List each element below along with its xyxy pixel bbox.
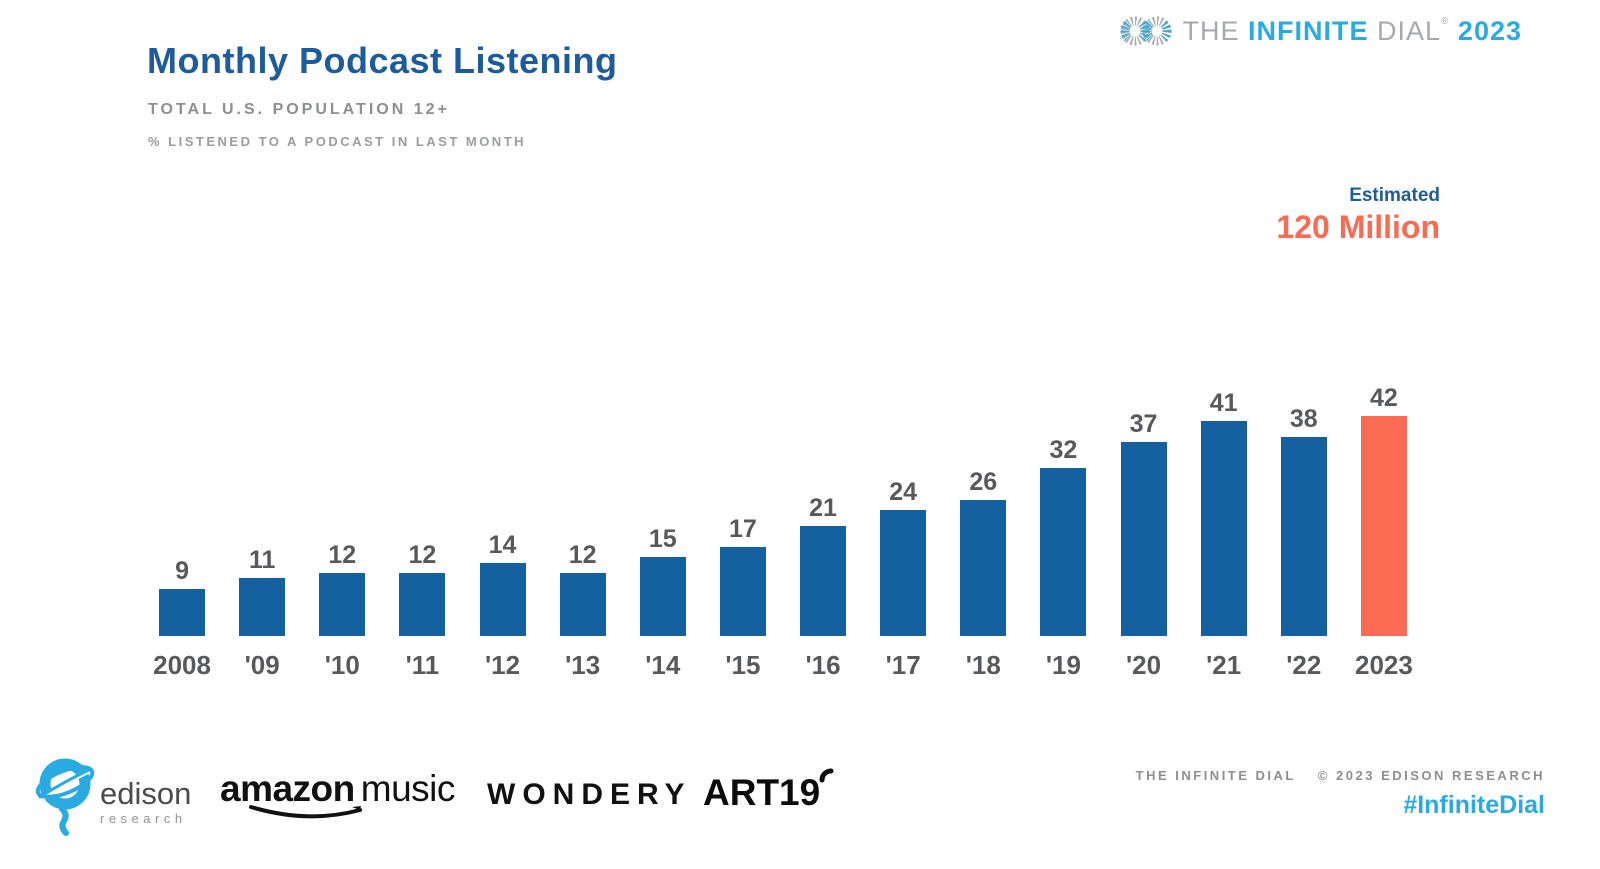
- edison-research-logo: edison research: [34, 752, 191, 838]
- x-axis-label: '19: [1045, 650, 1081, 680]
- registered-mark: ®: [1441, 15, 1450, 27]
- bar-value-label: 12: [568, 541, 597, 569]
- logo-word-infinite: INFINITE: [1247, 15, 1369, 46]
- art19-wordmark: ART19: [703, 772, 821, 813]
- bar-value-label: 15: [648, 525, 677, 553]
- estimate-label: Estimated: [1349, 185, 1440, 206]
- x-axis-label: 2008: [153, 650, 211, 680]
- bar-column: 24 '17: [863, 378, 943, 678]
- amazon-music-wordmark: amazon music: [220, 768, 455, 810]
- bar-value-label: 12: [408, 541, 437, 569]
- bar: [1120, 442, 1167, 636]
- bar-value-label: 9: [175, 557, 190, 585]
- bar-chart: 9 2008 11 '09 12 '10 12 '11 14 '12 12 '13 15 '14 17 '15…: [142, 378, 1424, 680]
- logo-word-the: THE: [1182, 15, 1240, 46]
- bar-column: 12 '10: [302, 378, 382, 678]
- amazon-word: amazon: [220, 768, 355, 809]
- art19-logo: ART19: [703, 768, 844, 814]
- page-title: Monthly Podcast Listening: [147, 40, 618, 81]
- bar: [239, 578, 286, 636]
- bar-value-label: 41: [1209, 389, 1238, 417]
- bar-column: 14 '12: [463, 378, 543, 678]
- x-axis-label: '09: [244, 650, 280, 680]
- bar-value-label: 12: [328, 541, 357, 569]
- x-axis-label: '12: [485, 650, 521, 680]
- bar-value-label: 37: [1129, 410, 1158, 438]
- bar-value-label: 32: [1049, 436, 1078, 464]
- bar-value-label: 21: [809, 494, 837, 522]
- bar-value-label: 24: [889, 478, 918, 506]
- bar: [319, 573, 366, 636]
- estimate-callout: Estimated 120 Million: [1276, 185, 1440, 246]
- bar-column: 41 '21: [1184, 378, 1264, 678]
- x-axis-label: 2023: [1355, 650, 1413, 680]
- x-axis-label: '17: [885, 650, 921, 680]
- bar-value-label: 26: [969, 468, 998, 496]
- bar: [639, 557, 686, 636]
- x-axis-label: '13: [565, 650, 601, 680]
- bar-column: 15 '14: [623, 378, 703, 678]
- amazon-smile-icon: [249, 805, 362, 819]
- bar: [1040, 468, 1087, 636]
- amazon-music-word: music: [360, 768, 456, 809]
- art19-waves-icon: [819, 768, 834, 783]
- bar-value-label: 14: [488, 531, 517, 559]
- bar-column: 9 2008: [142, 378, 222, 680]
- bar-column: 11 '09: [222, 378, 302, 678]
- bar-column: 12 '11: [382, 378, 462, 678]
- amazon-music-logo: amazon music: [220, 768, 455, 822]
- bar: [159, 589, 206, 636]
- credit-right: © 2023 EDISON RESEARCH: [1317, 768, 1545, 783]
- x-axis-label: '21: [1206, 650, 1242, 680]
- bar-column: 12 '13: [543, 378, 623, 678]
- infinite-dial-logo: THE INFINITE DIAL® 2023: [1120, 14, 1522, 48]
- edison-planet-icon: [35, 758, 95, 836]
- x-axis-label: '10: [324, 650, 360, 680]
- hashtag: #InfiniteDial: [1403, 791, 1545, 819]
- wondery-logo: WONDERY: [487, 778, 692, 811]
- bar-column: 32 '19: [1023, 378, 1103, 678]
- bar-value-label: 38: [1289, 405, 1318, 433]
- bar: [800, 526, 847, 636]
- x-axis-label: '20: [1126, 650, 1162, 680]
- edison-sub: research: [100, 811, 187, 826]
- x-axis-label: '22: [1286, 650, 1322, 680]
- bar-value-label: 17: [729, 515, 757, 543]
- bar-column: 37 '20: [1104, 378, 1184, 678]
- logo-year: 2023: [1457, 15, 1522, 46]
- bar: [1280, 437, 1327, 636]
- bar: [960, 500, 1007, 636]
- bar: [719, 547, 766, 636]
- x-axis-label: '18: [965, 650, 1001, 680]
- bar: [880, 510, 927, 636]
- bar-value-label: 11: [248, 546, 276, 574]
- bar: [399, 573, 446, 636]
- edison-wordmark: edison research: [100, 778, 191, 826]
- subtitle-population: TOTAL U.S. POPULATION 12+: [148, 101, 450, 118]
- bar-column: 17 '15: [703, 378, 783, 678]
- x-axis-label: '11: [405, 650, 440, 680]
- bar-column: 42 2023: [1344, 378, 1424, 680]
- footer-credit: THE INFINITE DIAL © 2023 EDISON RESEARCH …: [1136, 768, 1545, 820]
- edison-name: edison: [100, 776, 192, 811]
- bar-column: 38 '22: [1264, 378, 1344, 678]
- bar-column: 26 '18: [943, 378, 1023, 678]
- bar-column: 21 '16: [783, 378, 863, 678]
- credit-left: THE INFINITE DIAL: [1135, 768, 1296, 783]
- estimate-value: 120 Million: [1276, 209, 1440, 245]
- bar-highlighted: [1360, 416, 1407, 636]
- bar: [1200, 421, 1247, 636]
- credit-line: THE INFINITE DIAL © 2023 EDISON RESEARCH: [1136, 768, 1545, 783]
- bar: [559, 573, 606, 636]
- subtitle-metric: % LISTENED TO A PODCAST IN LAST MONTH: [148, 134, 527, 149]
- bar: [479, 563, 526, 636]
- x-axis-label: '16: [805, 650, 841, 680]
- infinite-dial-wordmark: THE INFINITE DIAL® 2023: [1182, 16, 1522, 47]
- logo-word-dial: DIAL: [1377, 15, 1442, 46]
- infinity-icon: [1120, 16, 1172, 46]
- bar-value-label: 42: [1370, 384, 1398, 412]
- x-axis-label: '15: [725, 650, 761, 680]
- x-axis-label: '14: [645, 650, 681, 680]
